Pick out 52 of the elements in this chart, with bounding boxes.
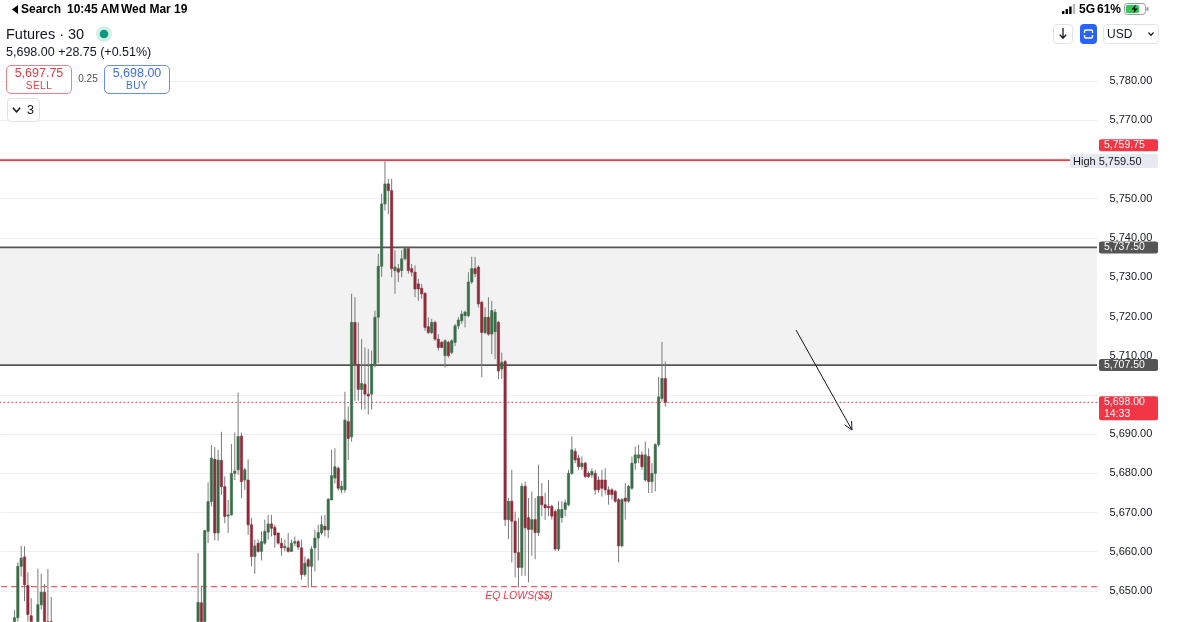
y-tick-label: 5,670.00 — [1109, 505, 1153, 518]
y-tick-label: 5,650.00 — [1109, 584, 1153, 597]
ref-line-label: 5,707.50 — [1104, 358, 1146, 371]
annotation: 5,698.00 — [112, 65, 162, 80]
candlestick — [323, 514, 327, 537]
text: 5,698.00 +28.75 (+0.51%) — [6, 44, 152, 59]
text: Wed Mar 19 — [121, 2, 188, 16]
ref-line-label: EQ LOWS($$) — [485, 588, 553, 601]
candlestick — [199, 585, 203, 622]
y-tick-label: 5,720.00 — [1109, 309, 1153, 322]
text: Futures · 30 — [6, 25, 85, 42]
candlestick — [593, 469, 597, 496]
text: USD — [1107, 27, 1133, 41]
y-tick-label: 5,740.00 — [1109, 231, 1153, 244]
candlestick — [623, 482, 627, 521]
annotation: 3 — [27, 102, 34, 117]
candlestick — [266, 514, 270, 541]
y-tick-label: 5,710.00 — [1109, 348, 1153, 361]
candlestick — [36, 568, 40, 622]
text: Search — [21, 2, 62, 16]
text: 10:45 AM — [67, 2, 120, 16]
candlestick — [637, 444, 641, 464]
y-tick-label: 5,690.00 — [1109, 427, 1153, 440]
candlestick — [500, 352, 504, 380]
candlestick — [490, 300, 494, 355]
ref-line-label: 5,759.75 — [1104, 138, 1146, 151]
candlestick — [196, 552, 200, 622]
candlestick — [610, 487, 614, 501]
candlestick — [483, 306, 487, 335]
annotation: 0.25 — [78, 73, 98, 84]
candlestick — [400, 249, 404, 278]
annotation: High 5,759.50 — [1070, 154, 1158, 168]
candlestick — [547, 479, 550, 517]
y-tick-label: 5,730.00 — [1109, 270, 1153, 283]
text: 5G — [1079, 2, 1096, 16]
annotation: 5,697.75 — [14, 65, 64, 80]
candlestick — [366, 348, 370, 416]
candlestick — [506, 497, 510, 540]
annotation: BUY — [125, 80, 149, 91]
candlestick — [306, 557, 310, 589]
annotation: SELL — [25, 80, 53, 91]
candlestick — [530, 490, 534, 557]
candlestick — [540, 482, 544, 517]
candlestick — [360, 338, 364, 410]
y-tick-label: 5,750.00 — [1109, 191, 1153, 204]
candlestick — [486, 296, 490, 337]
ref-line-label: 5,698.00 14:33 — [1104, 395, 1146, 420]
y-tick-label: 5,680.00 — [1109, 466, 1153, 479]
y-tick-label: 5,770.00 — [1109, 113, 1153, 126]
text: 61% — [1097, 2, 1122, 16]
y-tick-label: 5,660.00 — [1109, 544, 1153, 557]
y-tick-label: 5,780.00 — [1109, 74, 1153, 87]
